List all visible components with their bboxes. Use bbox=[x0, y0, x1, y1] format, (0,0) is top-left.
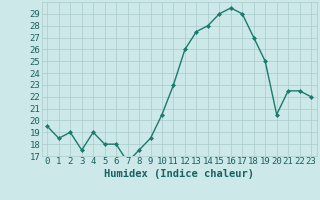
X-axis label: Humidex (Indice chaleur): Humidex (Indice chaleur) bbox=[104, 169, 254, 179]
